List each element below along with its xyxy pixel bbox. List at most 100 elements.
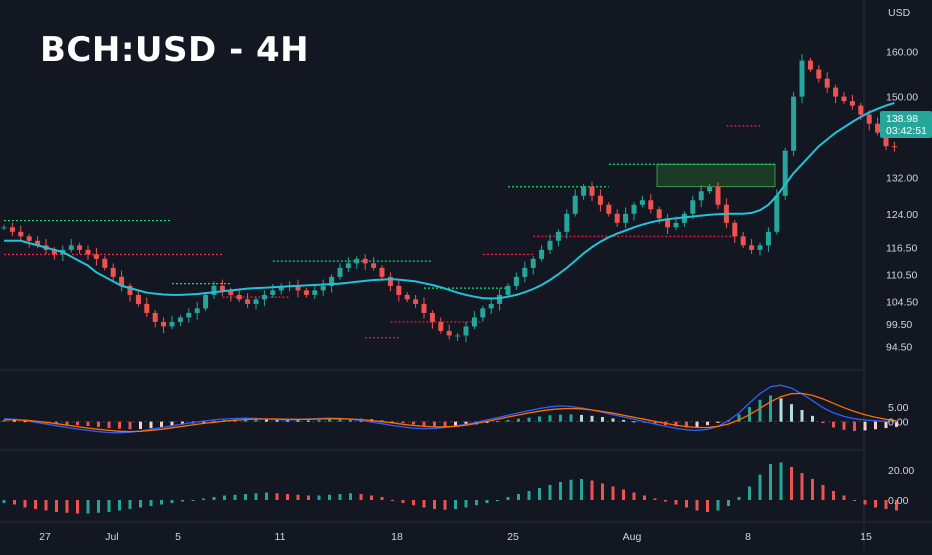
oscillator-bar [706,500,709,512]
oscillator-bar [485,500,489,503]
oscillator-bar [664,500,667,502]
candle-body [656,209,662,219]
oscillator-bar [86,500,90,514]
oscillator-bar [863,500,867,505]
candle-body [774,195,780,232]
macd-histogram-bar [296,420,300,422]
candle-body [270,290,276,295]
candle-body [152,312,158,322]
macd-histogram-bar [464,421,468,426]
oscillator-bar [443,500,447,510]
oscillator-bar [727,500,730,506]
candle-body [85,249,91,255]
oscillator-bar [128,500,132,509]
oscillator-bar [622,489,625,500]
macd-histogram-bar [443,421,447,427]
time-tick-label: 15 [860,531,872,543]
oscillator-bar [611,486,615,500]
macd-histogram-bar [559,414,562,422]
price-tick-label: 104.50 [886,297,918,309]
candle-body [555,231,561,241]
oscillator-bar [34,500,37,509]
oscillator-bar [496,500,499,501]
macd-histogram-bar [181,421,184,425]
price-tick-label: 160.00 [886,47,918,59]
oscillator-bar [2,500,6,503]
candle-body [690,200,696,214]
macd-histogram-bar [23,421,27,423]
macd-line [3,384,897,434]
oscillator-bar [412,500,415,506]
candle-body [169,321,175,327]
oscillator-bar [853,500,856,501]
macd-histogram-bar [758,399,762,422]
oscillator-bar [569,479,573,500]
candle-body [597,195,603,205]
macd-histogram-bar [139,421,142,429]
oscillator-bar [769,464,772,500]
macd-histogram-bar [128,421,132,430]
oscillator-bar [191,500,195,501]
oscillator-bar [149,500,153,506]
candle-body [639,200,645,205]
oscillator-bar [380,497,384,500]
oscillator-bar [107,500,111,512]
candle-body [665,218,671,228]
oscillator-bar [821,485,825,500]
macd-histogram-bar [611,418,615,422]
oscillator-bar [118,500,121,511]
oscillator-bar [811,479,814,500]
candle-body [312,290,318,295]
candle-body [698,191,704,201]
macd-histogram-bar [401,421,405,424]
oscillator-bar [181,500,184,502]
macd-histogram-bar [716,421,720,423]
target-zone [656,163,776,188]
candle-body [471,317,477,327]
oscillator-bar [674,500,678,505]
macd-histogram-bar [412,421,415,425]
candle-body [320,285,326,291]
candle-body [429,312,435,322]
macd-histogram-bar [632,421,636,423]
macd-histogram-bar [874,421,877,430]
macd-tick-label: 5.00 [888,402,909,414]
macd-histogram-bar [853,421,856,431]
macd-histogram-bar [265,418,268,422]
candle-body [833,87,839,97]
candle-body [891,146,897,148]
macd-histogram-bar [212,420,216,422]
oscillator-bar [401,500,405,503]
oscillator-bar [454,500,457,509]
oscillator-layer [2,462,898,514]
oscillator-bar [548,485,552,500]
oscillator-bar [601,483,604,500]
oscillator-bar [737,497,741,500]
macd-layer [0,384,898,434]
time-tick-label: 18 [391,531,403,543]
macd-histogram-bar [317,419,321,422]
candle-body [589,186,595,196]
oscillator-bar [643,495,646,500]
oscillator-tick-label: 0.00 [888,495,909,507]
candle-body [135,294,141,304]
macd-histogram-bar [170,421,174,426]
time-tick-label: Aug [623,531,642,543]
time-tick-label: 25 [507,531,519,543]
candle-body [68,245,74,250]
time-tick-label: 5 [175,531,181,543]
macd-histogram-bar [496,421,499,423]
candle-body [572,195,578,214]
oscillator-bar [632,492,636,500]
price-tick-label: 150.00 [886,92,918,104]
oscillator-bar [422,500,426,508]
axis-layer: 160.00150.00132.00124.00116.50110.50104.… [39,47,918,543]
oscillator-bar [44,500,48,511]
macd-histogram-bar [517,418,520,422]
candle-body [102,258,108,268]
candle-body [303,290,309,295]
candle-body [236,294,242,300]
macd-histogram-bar [569,414,573,422]
